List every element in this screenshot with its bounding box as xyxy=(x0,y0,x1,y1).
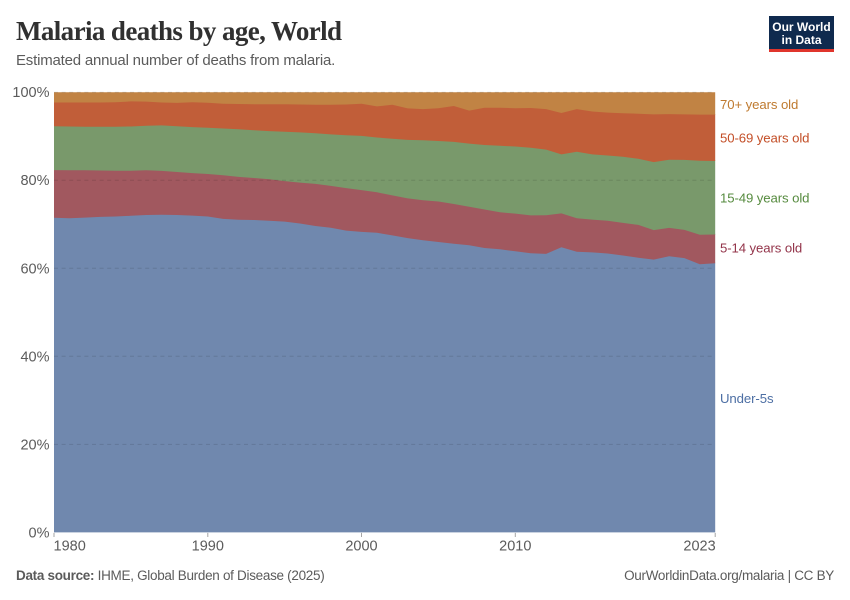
svg-text:80%: 80% xyxy=(20,173,49,189)
svg-text:15-49 years old: 15-49 years old xyxy=(720,191,809,206)
svg-text:2000: 2000 xyxy=(345,539,377,555)
svg-text:40%: 40% xyxy=(20,349,49,365)
svg-text:70+ years old: 70+ years old xyxy=(720,97,798,112)
svg-text:50-69 years old: 50-69 years old xyxy=(720,130,809,145)
svg-text:1980: 1980 xyxy=(54,539,86,555)
svg-text:60%: 60% xyxy=(20,261,49,277)
svg-text:1990: 1990 xyxy=(192,539,224,555)
svg-text:2010: 2010 xyxy=(499,539,531,555)
svg-text:20%: 20% xyxy=(20,437,49,453)
svg-text:0%: 0% xyxy=(29,525,50,541)
svg-text:Under-5s: Under-5s xyxy=(720,391,774,406)
svg-text:2023: 2023 xyxy=(683,539,715,555)
svg-text:5-14 years old: 5-14 years old xyxy=(720,241,802,256)
svg-text:100%: 100% xyxy=(12,85,49,101)
